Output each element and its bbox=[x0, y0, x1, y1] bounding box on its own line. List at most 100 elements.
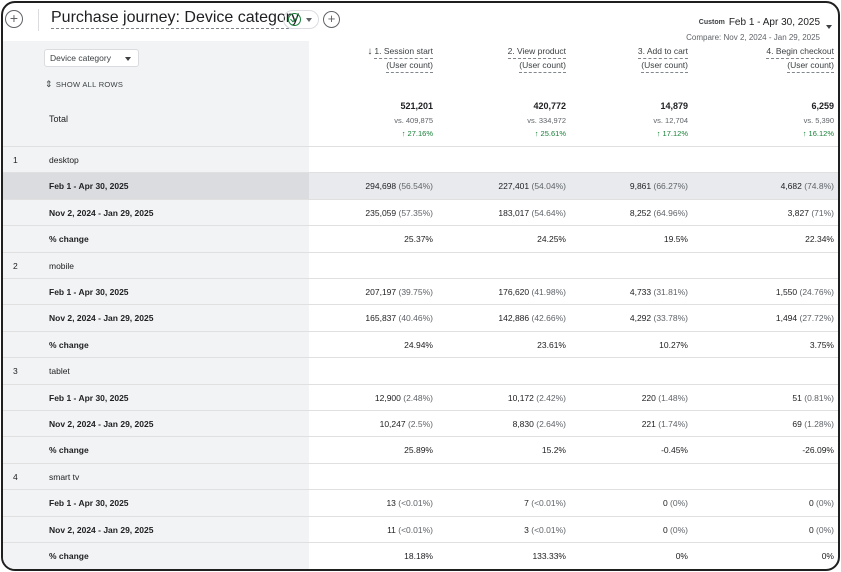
metric-cell: 4,733 (31.81%) bbox=[568, 287, 688, 297]
table-row[interactable]: % change 24.94% 23.61% 10.27% 3.75% bbox=[3, 330, 838, 358]
row-label: Nov 2, 2024 - Jan 29, 2025 bbox=[49, 419, 154, 429]
metric-percent: (2.48%) bbox=[400, 392, 433, 403]
metric-percent: (33.78%) bbox=[651, 313, 689, 324]
chevron-down-icon bbox=[125, 57, 131, 61]
dimension-cell: Nov 2, 2024 - Jan 29, 2025 bbox=[3, 200, 309, 226]
table-row[interactable]: Nov 2, 2024 - Jan 29, 2025 11 (<0.01%) 3 (… bbox=[3, 515, 838, 543]
table-row[interactable]: Feb 1 - Apr 30, 2025 13 (<0.01%) 7 (<0.01%… bbox=[3, 489, 838, 516]
metric-value: 24.25% bbox=[537, 234, 566, 245]
metric-value: 3.75% bbox=[809, 339, 834, 350]
metric-value: 0 bbox=[808, 498, 814, 509]
metric-cell: -26.09% bbox=[714, 445, 834, 455]
column-subtitle: (User count) bbox=[519, 59, 566, 73]
metric-percent: (42.66%) bbox=[529, 313, 567, 324]
arrow-down-icon: ↓ bbox=[367, 46, 373, 57]
metric-value: 10,172 bbox=[507, 392, 534, 403]
table-row[interactable]: Feb 1 - Apr 30, 2025 294,698 (56.54%) 227,… bbox=[3, 172, 838, 199]
metric-cell: 7 (<0.01%) bbox=[446, 498, 566, 508]
metric-percent: (2.64%) bbox=[533, 419, 566, 429]
status-dropdown[interactable] bbox=[283, 10, 319, 29]
metric-percent: (0.81%) bbox=[801, 392, 834, 403]
date-dropdown-icon[interactable] bbox=[826, 25, 832, 29]
chevron-down-icon bbox=[306, 18, 312, 22]
metric-cell: 22.34% bbox=[714, 234, 834, 244]
row-label: Feb 1 - Apr 30, 2025 bbox=[49, 181, 129, 192]
row-label: Feb 1 - Apr 30, 2025 bbox=[49, 392, 129, 403]
metric-cell: 183,017 (54.64%) bbox=[446, 208, 566, 218]
table-row[interactable]: % change 25.89% 15.2% -0.45% -26.09% bbox=[3, 436, 838, 463]
table-row[interactable]: Nov 2, 2024 - Jan 29, 2025 10,247 (2.5%) 8… bbox=[3, 410, 838, 437]
show-all-rows-button[interactable]: ⇕ SHOW ALL ROWS bbox=[45, 79, 123, 90]
metric-cell: 12,900 (2.48%) bbox=[313, 393, 433, 403]
metric-value: 176,620 bbox=[498, 287, 530, 297]
metric-value: 69 bbox=[792, 419, 802, 429]
metric-value: 23.61% bbox=[537, 339, 566, 350]
add-step-icon[interactable]: + bbox=[323, 11, 340, 28]
metric-cell: 10.27% bbox=[568, 340, 688, 350]
metric-cell: 227,401 (54.04%) bbox=[446, 181, 566, 191]
table-row[interactable]: Feb 1 - Apr 30, 2025 12,900 (2.48%) 10,172… bbox=[3, 383, 838, 411]
page-title[interactable]: Purchase journey: Device category bbox=[51, 8, 300, 29]
metric-value: 25.89% bbox=[404, 445, 433, 456]
metric-value: 13 bbox=[386, 498, 396, 509]
column-subtitle: (User count) bbox=[787, 59, 834, 73]
metric-cell: 3.75% bbox=[714, 340, 834, 350]
metric-cell: 221 (1.74%) bbox=[568, 419, 688, 429]
metric-value: 3 bbox=[524, 524, 529, 535]
metric-value: 51 bbox=[792, 392, 802, 403]
header-divider bbox=[38, 9, 39, 31]
table-row[interactable]: 4 smart tv bbox=[3, 462, 838, 490]
row-label: Feb 1 - Apr 30, 2025 bbox=[49, 287, 129, 297]
metric-cell: 25.37% bbox=[313, 234, 433, 244]
metric-value: 19.5% bbox=[663, 234, 688, 245]
table-row[interactable]: 2 mobile bbox=[3, 251, 838, 279]
dimension-cell: Feb 1 - Apr 30, 2025 bbox=[3, 173, 309, 199]
metric-value: 10.27% bbox=[659, 339, 688, 350]
metric-cell: 9,861 (66.27%) bbox=[568, 181, 688, 191]
total-comparison: vs. 409,875 bbox=[394, 115, 433, 125]
metric-cell: 24.94% bbox=[313, 340, 433, 350]
metric-value: 221 bbox=[641, 419, 656, 429]
column-header-step-1[interactable]: ↓ 1. Session start (User count) bbox=[313, 45, 433, 73]
metric-percent: (27.72%) bbox=[797, 313, 835, 324]
table-row[interactable]: 3 tablet bbox=[3, 357, 838, 384]
dimension-select[interactable]: Device category bbox=[44, 49, 139, 67]
table-row[interactable]: 1 desktop bbox=[3, 146, 838, 173]
table-row[interactable]: % change 25.37% 24.25% 19.5% 22.34% bbox=[3, 225, 838, 252]
metric-value: 0% bbox=[675, 551, 688, 561]
table-row[interactable]: Nov 2, 2024 - Jan 29, 2025 165,837 (40.46… bbox=[3, 304, 838, 331]
metric-value: 142,886 bbox=[498, 313, 530, 324]
column-header-step-2[interactable]: 2. View product (User count) bbox=[446, 45, 566, 73]
metric-value: 183,017 bbox=[498, 207, 530, 218]
date-range-picker[interactable]: Custom Feb 1 - Apr 30, 2025 Compare: Nov … bbox=[686, 12, 820, 42]
column-subtitle: (User count) bbox=[641, 59, 688, 73]
table-row[interactable]: Feb 1 - Apr 30, 2025 207,197 (39.75%) 176,… bbox=[3, 278, 838, 305]
column-title: 1. Session start bbox=[374, 45, 433, 59]
metric-value: 8,830 bbox=[512, 419, 534, 429]
metric-cell: 25.89% bbox=[313, 445, 433, 455]
row-label: mobile bbox=[49, 260, 75, 271]
metric-percent: (39.75%) bbox=[396, 287, 434, 297]
row-label: Nov 2, 2024 - Jan 29, 2025 bbox=[49, 313, 154, 324]
column-header-step-3[interactable]: 3. Add to cart (User count) bbox=[568, 45, 688, 73]
dimension-cell: Feb 1 - Apr 30, 2025 bbox=[3, 490, 309, 516]
table-row[interactable]: % change 18.18% 133.33% 0% 0% bbox=[3, 542, 838, 569]
metric-percent: (56.54%) bbox=[396, 181, 434, 192]
metric-cell: -0.45% bbox=[568, 445, 688, 455]
metric-percent: (64.96%) bbox=[651, 207, 689, 218]
column-subtitle: (User count) bbox=[386, 59, 433, 73]
row-label: smart tv bbox=[49, 471, 80, 482]
row-index: 2 bbox=[13, 260, 18, 271]
custom-badge: Custom bbox=[698, 19, 725, 26]
add-comparison-icon[interactable]: + bbox=[5, 10, 23, 28]
column-header-step-4[interactable]: 4. Begin checkout (User count) bbox=[714, 45, 834, 73]
table-row[interactable]: Nov 2, 2024 - Jan 29, 2025 235,059 (57.35… bbox=[3, 198, 838, 226]
date-range: Feb 1 - Apr 30, 2025 bbox=[728, 17, 820, 28]
dimension-cell: % change bbox=[3, 437, 309, 463]
metric-value: 1,550 bbox=[775, 287, 798, 297]
metric-value: 4,292 bbox=[629, 313, 652, 324]
metric-value: 0 bbox=[808, 524, 814, 535]
metric-value: 1,494 bbox=[775, 313, 798, 324]
metric-cell: 10,172 (2.42%) bbox=[446, 393, 566, 403]
